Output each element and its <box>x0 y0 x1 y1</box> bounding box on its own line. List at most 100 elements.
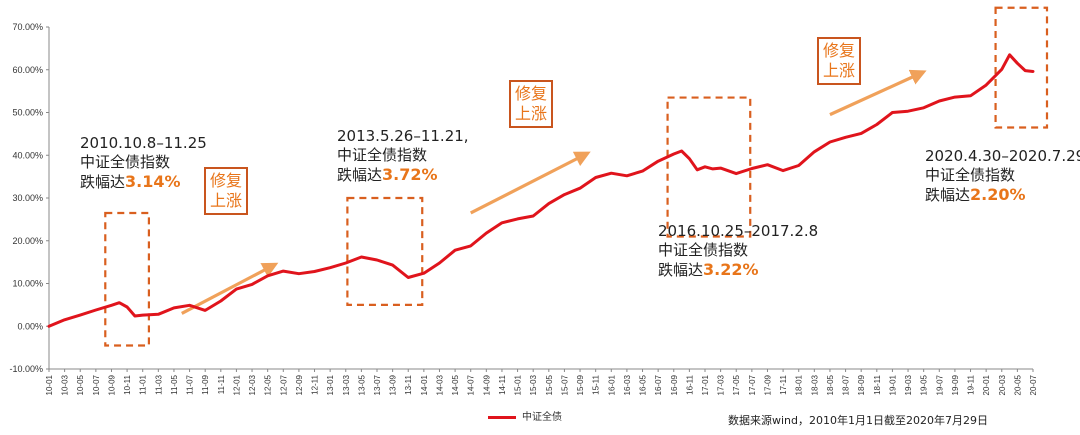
drop-label: 跌幅达 <box>658 261 704 279</box>
drawdown-box <box>346 196 424 306</box>
annotation-drop: 跌幅达2.20% <box>925 185 1080 205</box>
x-tick-label: 15-05 <box>545 374 554 395</box>
x-tick-label: 16-03 <box>623 374 632 395</box>
annotation-index: 中证全债指数 <box>925 166 1016 184</box>
x-tick-label: 17-11 <box>779 374 788 394</box>
x-tick-label: 15-01 <box>514 374 523 395</box>
x-tick-label: 10-11 <box>123 374 132 394</box>
x-tick-label: 17-09 <box>763 374 772 395</box>
drawdown-boxes <box>104 6 1049 347</box>
repair-line1: 修复 <box>823 41 856 60</box>
x-tick-label: 18-05 <box>826 374 835 395</box>
annotation-index: 中证全债指数 <box>658 241 749 259</box>
legend-swatch <box>488 415 516 419</box>
series-group <box>47 53 1035 328</box>
drop-label: 跌幅达 <box>80 173 126 191</box>
x-tick-label: 17-05 <box>732 374 741 395</box>
x-tick-label: 19-01 <box>888 374 897 395</box>
x-tick-label: 11-03 <box>154 374 163 394</box>
drop-value: 3.22% <box>703 260 759 279</box>
x-tick-label: 12-05 <box>264 374 273 395</box>
repair-arrows <box>181 69 927 315</box>
drop-label: 跌幅达 <box>337 166 383 184</box>
y-tick-label: 0.00% <box>17 321 43 331</box>
x-tick-label: 19-07 <box>935 374 944 395</box>
annotation-period: 2013.5.26–11.21, <box>337 127 469 145</box>
x-tick-label: 14-01 <box>420 374 429 395</box>
x-tick-label: 12-09 <box>295 374 304 395</box>
x-tick-label: 18-07 <box>842 374 851 395</box>
repair-label-2: 修复 上涨 <box>509 80 554 128</box>
x-tick-label: 19-03 <box>904 374 913 395</box>
x-tick-label: 12-11 <box>311 374 320 394</box>
y-tick-label: 60.00% <box>12 65 43 75</box>
x-tick-label: 13-07 <box>373 374 382 395</box>
x-tick-label: 20-01 <box>982 374 991 395</box>
x-tick-label: 15-07 <box>560 374 569 395</box>
x-tick-label: 14-03 <box>435 374 444 395</box>
x-tick-label: 14-09 <box>482 374 491 395</box>
y-tick-label: 50.00% <box>12 108 43 118</box>
source-note: 数据来源wind，2010年1月1日截至2020年7月29日 <box>728 414 988 427</box>
y-tick-label: 10.00% <box>12 279 43 289</box>
x-tick-label: 12-07 <box>279 374 288 395</box>
x-tick-label: 15-03 <box>529 374 538 395</box>
x-tick-label: 17-03 <box>717 374 726 395</box>
annotation-drop: 跌幅达3.72% <box>337 165 469 185</box>
x-tick-label: 11-11 <box>217 374 226 394</box>
x-tick-label: 10-07 <box>92 374 101 395</box>
x-tick-label: 15-11 <box>592 374 601 394</box>
x-tick-label: 13-05 <box>357 374 366 395</box>
annotation-2013: 2013.5.26–11.21, 中证全债指数 跌幅达3.72% <box>337 127 469 185</box>
drop-value: 3.72% <box>382 165 438 184</box>
x-tick-label: 11-05 <box>170 374 179 394</box>
repair-line1: 修复 <box>515 84 548 103</box>
annotation-period: 2010.10.8–11.25 <box>80 134 207 152</box>
repair-line2: 上涨 <box>515 104 548 123</box>
drawdown-box <box>994 6 1049 129</box>
drop-value: 2.20% <box>970 185 1026 204</box>
annotation-index: 中证全债指数 <box>80 153 171 171</box>
annotation-index: 中证全债指数 <box>337 146 428 164</box>
annotation-2010: 2010.10.8–11.25 中证全债指数 跌幅达3.14% <box>80 134 207 192</box>
x-tick-label: 11-01 <box>139 374 148 394</box>
x-tick-label: 13-03 <box>342 374 351 395</box>
legend-label: 中证全债 <box>522 412 562 423</box>
x-tick-label: 13-09 <box>389 374 398 395</box>
annotation-drop: 跌幅达3.22% <box>658 260 818 280</box>
y-tick-label: 20.00% <box>12 236 43 246</box>
repair-label-1: 修复 上涨 <box>204 167 249 215</box>
x-tick-label: 12-03 <box>248 374 257 395</box>
x-tick-label: 16-01 <box>607 374 616 395</box>
x-tick-label: 16-11 <box>685 374 694 394</box>
annotation-2020: 2020.4.30–2020.7.29 中证全债指数 跌幅达2.20% <box>925 147 1080 205</box>
repair-label-3: 修复 上涨 <box>817 37 862 85</box>
x-tick-label: 10-05 <box>76 374 85 395</box>
x-tick-label: 16-09 <box>670 374 679 395</box>
x-tick-label: 14-11 <box>498 374 507 394</box>
repair-arrow <box>181 262 279 315</box>
annotation-drop: 跌幅达3.14% <box>80 172 207 192</box>
x-tick-label: 19-09 <box>951 374 960 395</box>
repair-line2: 上涨 <box>210 191 243 210</box>
x-tick-label: 10-01 <box>45 374 54 395</box>
x-tick-label: 12-01 <box>232 374 241 395</box>
x-tick-label: 20-07 <box>1029 374 1038 395</box>
x-tick-label: 17-01 <box>701 374 710 395</box>
series-line <box>47 53 1035 328</box>
repair-line2: 上涨 <box>823 61 856 80</box>
x-tick-label: 19-05 <box>920 374 929 395</box>
x-tick-label: 16-05 <box>639 374 648 395</box>
x-tick-label: 10-03 <box>61 374 70 395</box>
x-tick-label: 20-05 <box>1013 374 1022 395</box>
x-tick-label: 18-03 <box>810 374 819 395</box>
x-tick-label: 10-09 <box>107 374 116 395</box>
drop-value: 3.14% <box>125 172 181 191</box>
x-tick-label: 18-11 <box>873 374 882 394</box>
x-tick-label: 16-07 <box>654 374 663 395</box>
legend: 中证全债 <box>488 408 562 423</box>
x-tick-label: 17-07 <box>748 374 757 395</box>
annotation-2016: 2016.10.25–2017.2.8 中证全债指数 跌幅达3.22% <box>658 222 818 280</box>
x-tick-label: 19-11 <box>967 374 976 394</box>
